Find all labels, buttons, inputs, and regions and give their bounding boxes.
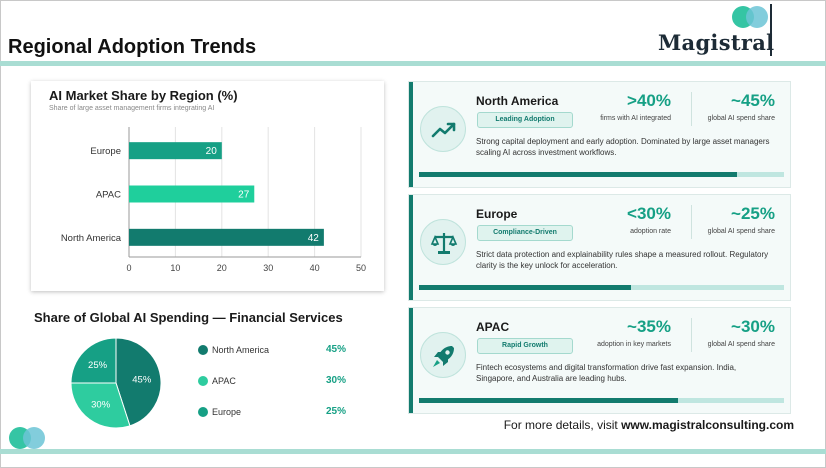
stat-value: ~30% <box>731 317 775 336</box>
x-tick-label: 30 <box>263 263 273 273</box>
x-tick-label: 20 <box>217 263 227 273</box>
pie-slice-label: 30% <box>91 400 111 411</box>
x-tick-label: 40 <box>310 263 320 273</box>
logo-bar <box>770 4 772 56</box>
x-tick-label: 10 <box>170 263 180 273</box>
market-share-bar-chart: 0 10 20 30 40 50 20 Europe 27 APAC 42 North America <box>61 127 366 273</box>
card-progress-fill <box>419 285 631 290</box>
card-description: Strict data protection and explainabilit… <box>476 250 769 270</box>
legend-value: 25% <box>325 406 346 417</box>
bar-north-america <box>129 228 324 246</box>
y-category-label: Europe <box>90 146 121 157</box>
stat-divider <box>691 92 692 126</box>
card-description: Fintech ecosystems and digital transform… <box>476 363 737 383</box>
legend-item: North America 45% <box>198 342 350 373</box>
stat-label: global AI spend share <box>707 341 775 348</box>
x-tick-label: 50 <box>356 263 366 273</box>
card-progress-fill <box>419 172 737 177</box>
stat-label: global AI spend share <box>707 228 775 235</box>
bar-apac <box>129 185 255 203</box>
stat-value: >40% <box>627 91 671 110</box>
footer-link[interactable]: www.magistralconsulting.com <box>621 418 794 432</box>
title-divider <box>0 61 826 66</box>
region-card-north-america: North America Leading Adoption >40% firms w… <box>408 81 791 188</box>
card-progress-track <box>419 398 784 403</box>
card-badge: Leading Adoption <box>477 112 573 128</box>
card-stat-secondary: ~45% global AI spend share <box>677 91 783 122</box>
bar-value-label: 20 <box>206 146 218 157</box>
stat-value: ~45% <box>731 91 775 110</box>
stat-value: <30% <box>627 204 671 223</box>
scales-icon <box>420 219 466 265</box>
pie-slice-apac <box>70 382 131 429</box>
legend-value: 45% <box>325 344 346 355</box>
bar-europe <box>129 142 222 160</box>
card-stat-primary: >40% firms with AI integrated <box>573 91 679 122</box>
stat-label: global AI spend share <box>707 115 775 122</box>
region-card-apac: APAC Rapid Growth ~35% adoption in key mark… <box>408 307 791 414</box>
y-category-label: North America <box>61 233 122 244</box>
legend-swatch <box>198 376 208 386</box>
card-accent-bar <box>409 82 413 187</box>
card-progress-track <box>419 285 784 290</box>
page-title: Regional Adoption Trends <box>8 36 257 58</box>
legend-swatch <box>198 345 208 355</box>
card-region-name: Europe <box>476 207 518 221</box>
stat-label: firms with AI integrated <box>600 115 671 122</box>
stat-label: adoption rate <box>630 228 671 235</box>
footer-text: For more details, visit www.magistralcon… <box>504 418 794 432</box>
card-accent-bar <box>409 308 413 413</box>
card-stat-primary: <30% adoption rate <box>573 204 679 235</box>
card-progress-fill <box>419 398 679 403</box>
footer-divider <box>0 449 826 454</box>
rocket-icon <box>420 332 466 378</box>
card-stat-primary: ~35% adoption in key markets <box>573 317 679 348</box>
pie-legend: North America 45% APAC 30% Europe 25% <box>198 342 350 435</box>
card-description: Strong capital deployment and early adop… <box>476 137 770 157</box>
chart-subtitle: Share of large asset management firms in… <box>49 105 215 112</box>
pie-chart-title: Share of Global AI Spending — Financial … <box>34 310 343 325</box>
legend-label: North America <box>212 345 270 355</box>
spending-pie-chart: 45% 30% 25% <box>70 337 162 429</box>
logo-dots-icon <box>732 6 772 30</box>
legend-item: Europe 25% <box>198 404 350 435</box>
brand-logo: Magistral <box>650 4 774 60</box>
stat-value: ~35% <box>627 317 671 336</box>
pie-slice-label: 25% <box>88 360 108 371</box>
chart-title: AI Market Share by Region (%) <box>49 88 238 103</box>
card-stat-secondary: ~25% global AI spend share <box>677 204 783 235</box>
bar-value-label: 42 <box>308 233 320 244</box>
footer-prefix: For more details, visit <box>503 418 622 432</box>
y-category-label: APAC <box>96 190 121 201</box>
stat-divider <box>691 318 692 352</box>
bar-value-label: 27 <box>238 190 250 201</box>
card-badge: Compliance-Driven <box>477 225 573 241</box>
region-card-europe: Europe Compliance-Driven <30% adoption rate… <box>408 194 791 301</box>
legend-value: 30% <box>325 375 346 386</box>
card-stat-secondary: ~30% global AI spend share <box>677 317 783 348</box>
pie-slice-label: 45% <box>132 374 152 385</box>
market-share-chart-panel: 0 10 20 30 40 50 20 Europe 27 APAC 42 North America… <box>31 81 384 291</box>
stat-value: ~25% <box>731 204 775 223</box>
card-region-name: North America <box>476 94 559 108</box>
brand-name: Magistral <box>658 30 775 55</box>
legend-label: Europe <box>212 407 242 417</box>
trend-up-icon <box>420 106 466 152</box>
x-tick-label: 0 <box>126 263 131 273</box>
card-badge: Rapid Growth <box>477 338 573 354</box>
card-progress-track <box>419 172 784 177</box>
card-accent-bar <box>409 195 413 300</box>
footer-dots-icon <box>9 427 49 449</box>
pie-slice-north-america <box>115 337 162 427</box>
stat-label: adoption in key markets <box>597 341 671 348</box>
pie-slice-europe <box>70 337 117 384</box>
legend-label: APAC <box>212 376 236 386</box>
stat-divider <box>691 205 692 239</box>
legend-swatch <box>198 407 208 417</box>
legend-item: APAC 30% <box>198 373 350 404</box>
card-region-name: APAC <box>476 320 510 334</box>
